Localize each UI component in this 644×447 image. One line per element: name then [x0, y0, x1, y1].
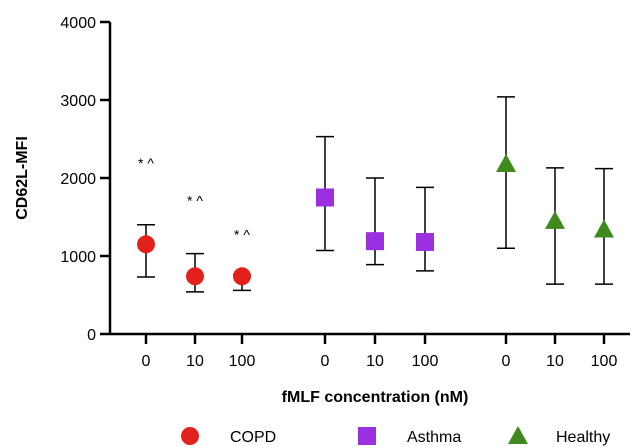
legend: COPD Asthma Healthy	[181, 426, 610, 446]
legend-label: COPD	[230, 429, 276, 446]
x-tick-label: 0	[502, 353, 511, 370]
significance-annotation: * ^	[234, 227, 250, 243]
significance-annotations: * ^ * ^ * ^	[138, 155, 250, 243]
legend-marker-copd	[181, 427, 199, 445]
significance-annotation: * ^	[138, 155, 154, 171]
x-tick-label: 10	[546, 353, 564, 370]
data-point-healthy	[594, 219, 614, 238]
data-point-healthy	[496, 153, 516, 172]
data-point-asthma	[416, 232, 434, 251]
x-axis: 0 10 100 0 10 100 0 10 100	[110, 332, 630, 370]
data-point-healthy	[545, 210, 565, 229]
data-point-asthma	[316, 188, 334, 207]
x-axis-title: fMLF concentration (nM)	[282, 389, 469, 406]
legend-label: Asthma	[407, 429, 461, 446]
x-tick-label: 10	[366, 353, 384, 370]
legend-marker-asthma	[358, 427, 376, 445]
data-point-copd	[186, 267, 204, 286]
x-tick-label: 0	[321, 353, 330, 370]
x-tick-label: 10	[186, 353, 204, 370]
data-point-asthma	[366, 232, 384, 251]
y-tick-label: 3000	[60, 93, 96, 110]
y-axis-title: CD62L-MFI	[14, 136, 31, 220]
significance-annotation: * ^	[187, 192, 203, 208]
y-tick-label: 4000	[60, 15, 96, 32]
x-tick-label: 100	[591, 353, 618, 370]
y-tick-label: 0	[87, 327, 96, 344]
x-tick-label: 0	[142, 353, 151, 370]
legend-label: Healthy	[556, 429, 610, 446]
data-point-copd	[137, 235, 155, 254]
data-markers	[137, 153, 614, 286]
y-tick-label: 1000	[60, 249, 96, 266]
legend-marker-healthy	[508, 426, 528, 444]
x-tick-label: 100	[229, 353, 256, 370]
data-point-copd	[233, 267, 251, 286]
error-bars	[137, 96, 613, 293]
x-tick-label: 100	[412, 353, 439, 370]
y-axis: 0 1000 2000 3000 4000	[60, 15, 112, 344]
y-tick-label: 2000	[60, 171, 96, 188]
